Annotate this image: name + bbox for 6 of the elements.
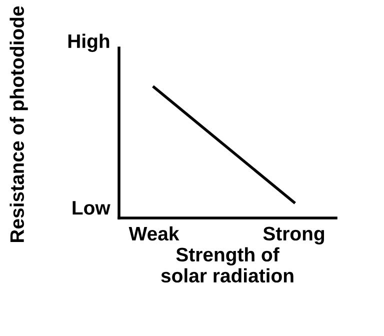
x-axis-title: Strength of solar radiation	[161, 247, 294, 283]
x-tick-label: Weak	[128, 226, 180, 241]
text: High	[68, 34, 110, 52]
text: Low	[72, 201, 110, 215]
x-tick-label: Strong	[263, 226, 324, 244]
y-axis-title: Resistance of photodiode	[10, 6, 28, 242]
